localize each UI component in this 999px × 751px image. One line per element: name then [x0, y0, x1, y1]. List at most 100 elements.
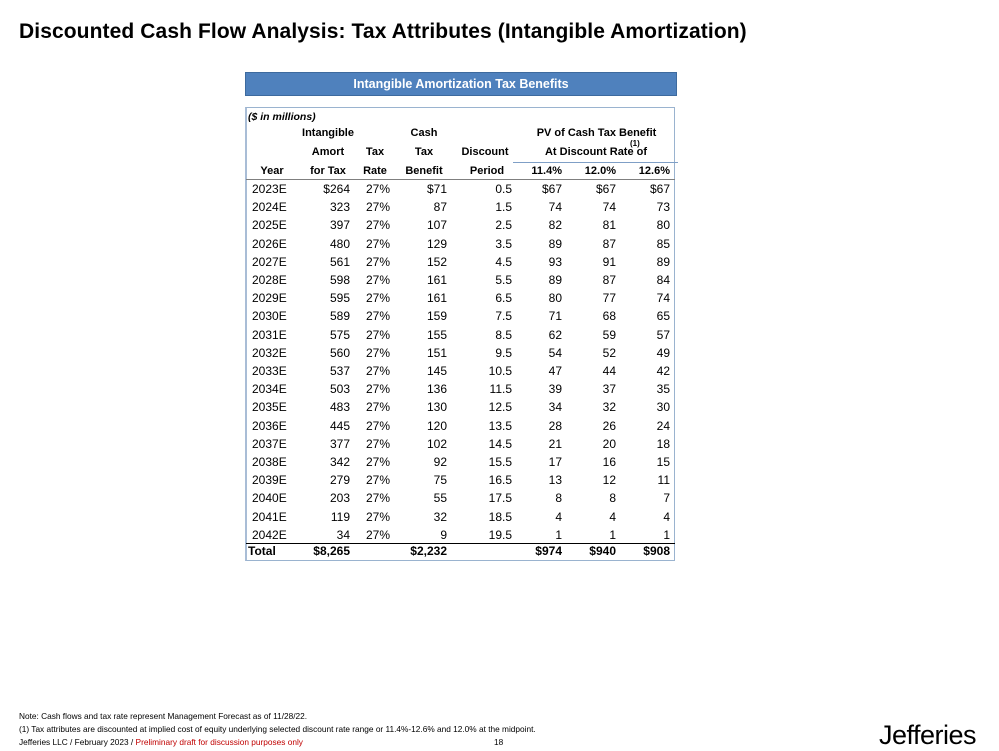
table-row: 2033E 537 27% 145 10.5 47 44 42	[0, 362, 999, 380]
cell-pv-rate-c: 89	[656, 254, 670, 269]
cell-year: 2028E	[252, 273, 287, 287]
table-row: 2025E 397 27% 107 2.5 82 81 80	[0, 216, 999, 234]
cell-amort: 503	[329, 382, 350, 397]
cell-pv-rate-c: 65	[656, 309, 670, 324]
total-row: Total $8,265 $2,232 $974 $940 $908	[0, 543, 999, 561]
cell-pv-rate-a: 89	[548, 273, 562, 287]
cell-cash-benefit: 92	[433, 455, 447, 469]
cell-cash-benefit: 130	[426, 400, 447, 415]
cell-year: 2039E	[252, 473, 287, 488]
cell-pv-rate-b: 44	[602, 364, 616, 378]
cell-tax-rate: 27%	[365, 182, 390, 196]
total-pv-b: $940	[589, 544, 616, 558]
cell-discount-period: 10.5	[488, 364, 512, 378]
cell-pv-rate-a: 89	[548, 236, 562, 251]
cell-pv-rate-a: 28	[548, 418, 562, 433]
cell-pv-rate-a: 1	[555, 527, 562, 542]
table-row: 2023E $264 27% $71 0.5 $67 $67 $67	[0, 180, 999, 198]
cell-tax-rate: 27%	[365, 382, 390, 397]
cell-tax-rate: 27%	[365, 200, 390, 215]
header-amort-line1: Intangible	[302, 127, 354, 139]
cell-cash-benefit: 151	[426, 345, 447, 360]
table-title-bar: Intangible Amortization Tax Benefits	[245, 72, 677, 96]
cell-cash-benefit: 32	[433, 509, 447, 524]
cell-tax-rate: 27%	[365, 509, 390, 524]
cell-discount-period: 7.5	[495, 309, 512, 324]
cell-discount-period: 12.5	[488, 400, 512, 415]
cell-pv-rate-b: 68	[602, 309, 616, 324]
cell-cash-benefit: 107	[426, 218, 447, 233]
cell-year: 2024E	[252, 200, 287, 215]
header-cash-line2: Tax	[414, 146, 434, 158]
header-rate-line2: Tax	[365, 146, 385, 158]
cell-year: 2026E	[252, 236, 287, 251]
total-label: Total	[248, 544, 276, 558]
cell-cash-benefit: 55	[433, 491, 447, 506]
table-row: 2027E 561 27% 152 4.5 93 91 89	[0, 253, 999, 271]
cell-pv-rate-a: 54	[548, 345, 562, 360]
cell-pv-rate-c: 24	[656, 418, 670, 433]
cell-pv-rate-b: 87	[602, 273, 616, 287]
table-row: 2042E 34 27% 9 19.5 1 1 1	[0, 526, 999, 544]
cell-pv-rate-b: $67	[595, 182, 616, 196]
cell-pv-rate-a: 74	[548, 200, 562, 215]
cell-tax-rate: 27%	[365, 527, 390, 542]
cell-pv-rate-a: 47	[548, 364, 562, 378]
table-row: 2038E 342 27% 92 15.5 17 16 15	[0, 453, 999, 471]
cell-pv-rate-b: 8	[609, 491, 616, 506]
cell-pv-rate-c: 84	[656, 273, 670, 287]
cell-tax-rate: 27%	[365, 400, 390, 415]
cell-discount-period: 6.5	[495, 291, 512, 306]
cell-pv-rate-c: 85	[656, 236, 670, 251]
table-row: 2030E 589 27% 159 7.5 71 68 65	[0, 307, 999, 325]
table-row: 2031E 575 27% 155 8.5 62 59 57	[0, 326, 999, 344]
cell-cash-benefit: 136	[426, 382, 447, 397]
table-row: 2040E 203 27% 55 17.5 8 8 7	[0, 489, 999, 507]
cell-tax-rate: 27%	[365, 327, 390, 342]
cell-pv-rate-a: $67	[541, 182, 562, 196]
cell-pv-rate-c: 49	[656, 345, 670, 360]
header-pv-line1: PV of Cash Tax Benefit	[536, 127, 657, 139]
cell-amort: $264	[323, 182, 350, 196]
table-title: Intangible Amortization Tax Benefits	[353, 77, 569, 91]
cell-discount-period: 14.5	[488, 436, 512, 451]
cell-pv-rate-b: 26	[602, 418, 616, 433]
cell-discount-period: 8.5	[495, 327, 512, 342]
cell-pv-rate-a: 71	[548, 309, 562, 324]
cell-tax-rate: 27%	[365, 236, 390, 251]
cell-year: 2023E	[252, 182, 287, 196]
cell-year: 2037E	[252, 436, 287, 451]
cell-tax-rate: 27%	[365, 218, 390, 233]
cell-discount-period: 16.5	[488, 473, 512, 488]
header-divider	[246, 179, 675, 180]
cell-pv-rate-a: 93	[548, 254, 562, 269]
total-pv-a: $974	[535, 544, 562, 558]
cell-pv-rate-b: 20	[602, 436, 616, 451]
cell-pv-rate-a: 34	[548, 400, 562, 415]
cell-tax-rate: 27%	[365, 291, 390, 306]
cell-cash-benefit: 155	[426, 327, 447, 342]
header-cash-line3: Benefit	[405, 165, 443, 177]
table-frame	[245, 107, 675, 561]
cell-pv-rate-c: 35	[656, 382, 670, 397]
cell-pv-rate-b: 32	[602, 400, 616, 415]
footnote-marker: (1)	[630, 139, 640, 148]
header-cash-line1: Cash	[410, 127, 438, 139]
cell-pv-rate-b: 91	[602, 254, 616, 269]
cell-tax-rate: 27%	[365, 418, 390, 433]
cell-pv-rate-c: 74	[656, 291, 670, 306]
cell-discount-period: 18.5	[488, 509, 512, 524]
cell-discount-period: 0.5	[495, 182, 512, 196]
header-year: Year	[260, 165, 284, 177]
cell-pv-rate-a: 82	[548, 218, 562, 233]
table-row: 2035E 483 27% 130 12.5 34 32 30	[0, 398, 999, 416]
cell-discount-period: 3.5	[495, 236, 512, 251]
cell-pv-rate-c: 4	[663, 509, 670, 524]
cell-amort: 445	[329, 418, 350, 433]
cell-pv-rate-a: 80	[548, 291, 562, 306]
cell-year: 2041E	[252, 509, 287, 524]
cell-tax-rate: 27%	[365, 254, 390, 269]
cell-amort: 119	[330, 509, 350, 524]
cell-amort: 397	[329, 218, 350, 233]
cell-amort: 342	[329, 455, 350, 469]
